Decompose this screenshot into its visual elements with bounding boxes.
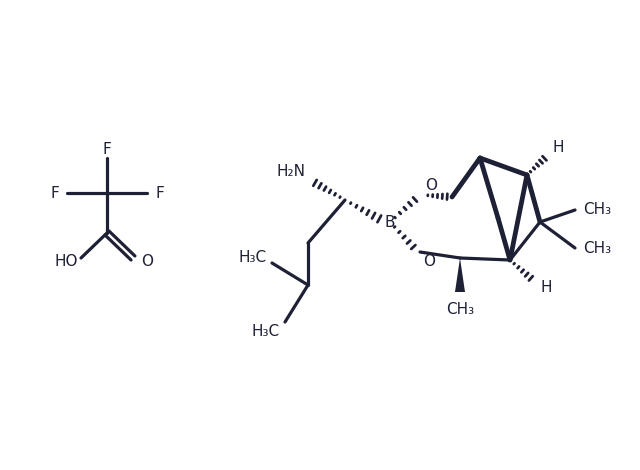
Text: O: O bbox=[141, 253, 153, 268]
Text: B: B bbox=[385, 214, 396, 229]
Text: H₂N: H₂N bbox=[276, 164, 305, 179]
Text: F: F bbox=[155, 186, 164, 201]
Text: H: H bbox=[540, 280, 552, 295]
Text: HO: HO bbox=[54, 253, 78, 268]
Text: CH₃: CH₃ bbox=[583, 241, 611, 256]
Text: F: F bbox=[51, 186, 59, 201]
Text: O: O bbox=[425, 178, 437, 193]
Text: H₃C: H₃C bbox=[252, 324, 280, 339]
Text: H: H bbox=[553, 141, 564, 156]
Polygon shape bbox=[455, 258, 465, 292]
Text: F: F bbox=[102, 141, 111, 157]
Text: H₃C: H₃C bbox=[239, 251, 267, 266]
Text: CH₃: CH₃ bbox=[583, 203, 611, 218]
Text: O: O bbox=[423, 254, 435, 269]
Text: CH₃: CH₃ bbox=[446, 303, 474, 318]
